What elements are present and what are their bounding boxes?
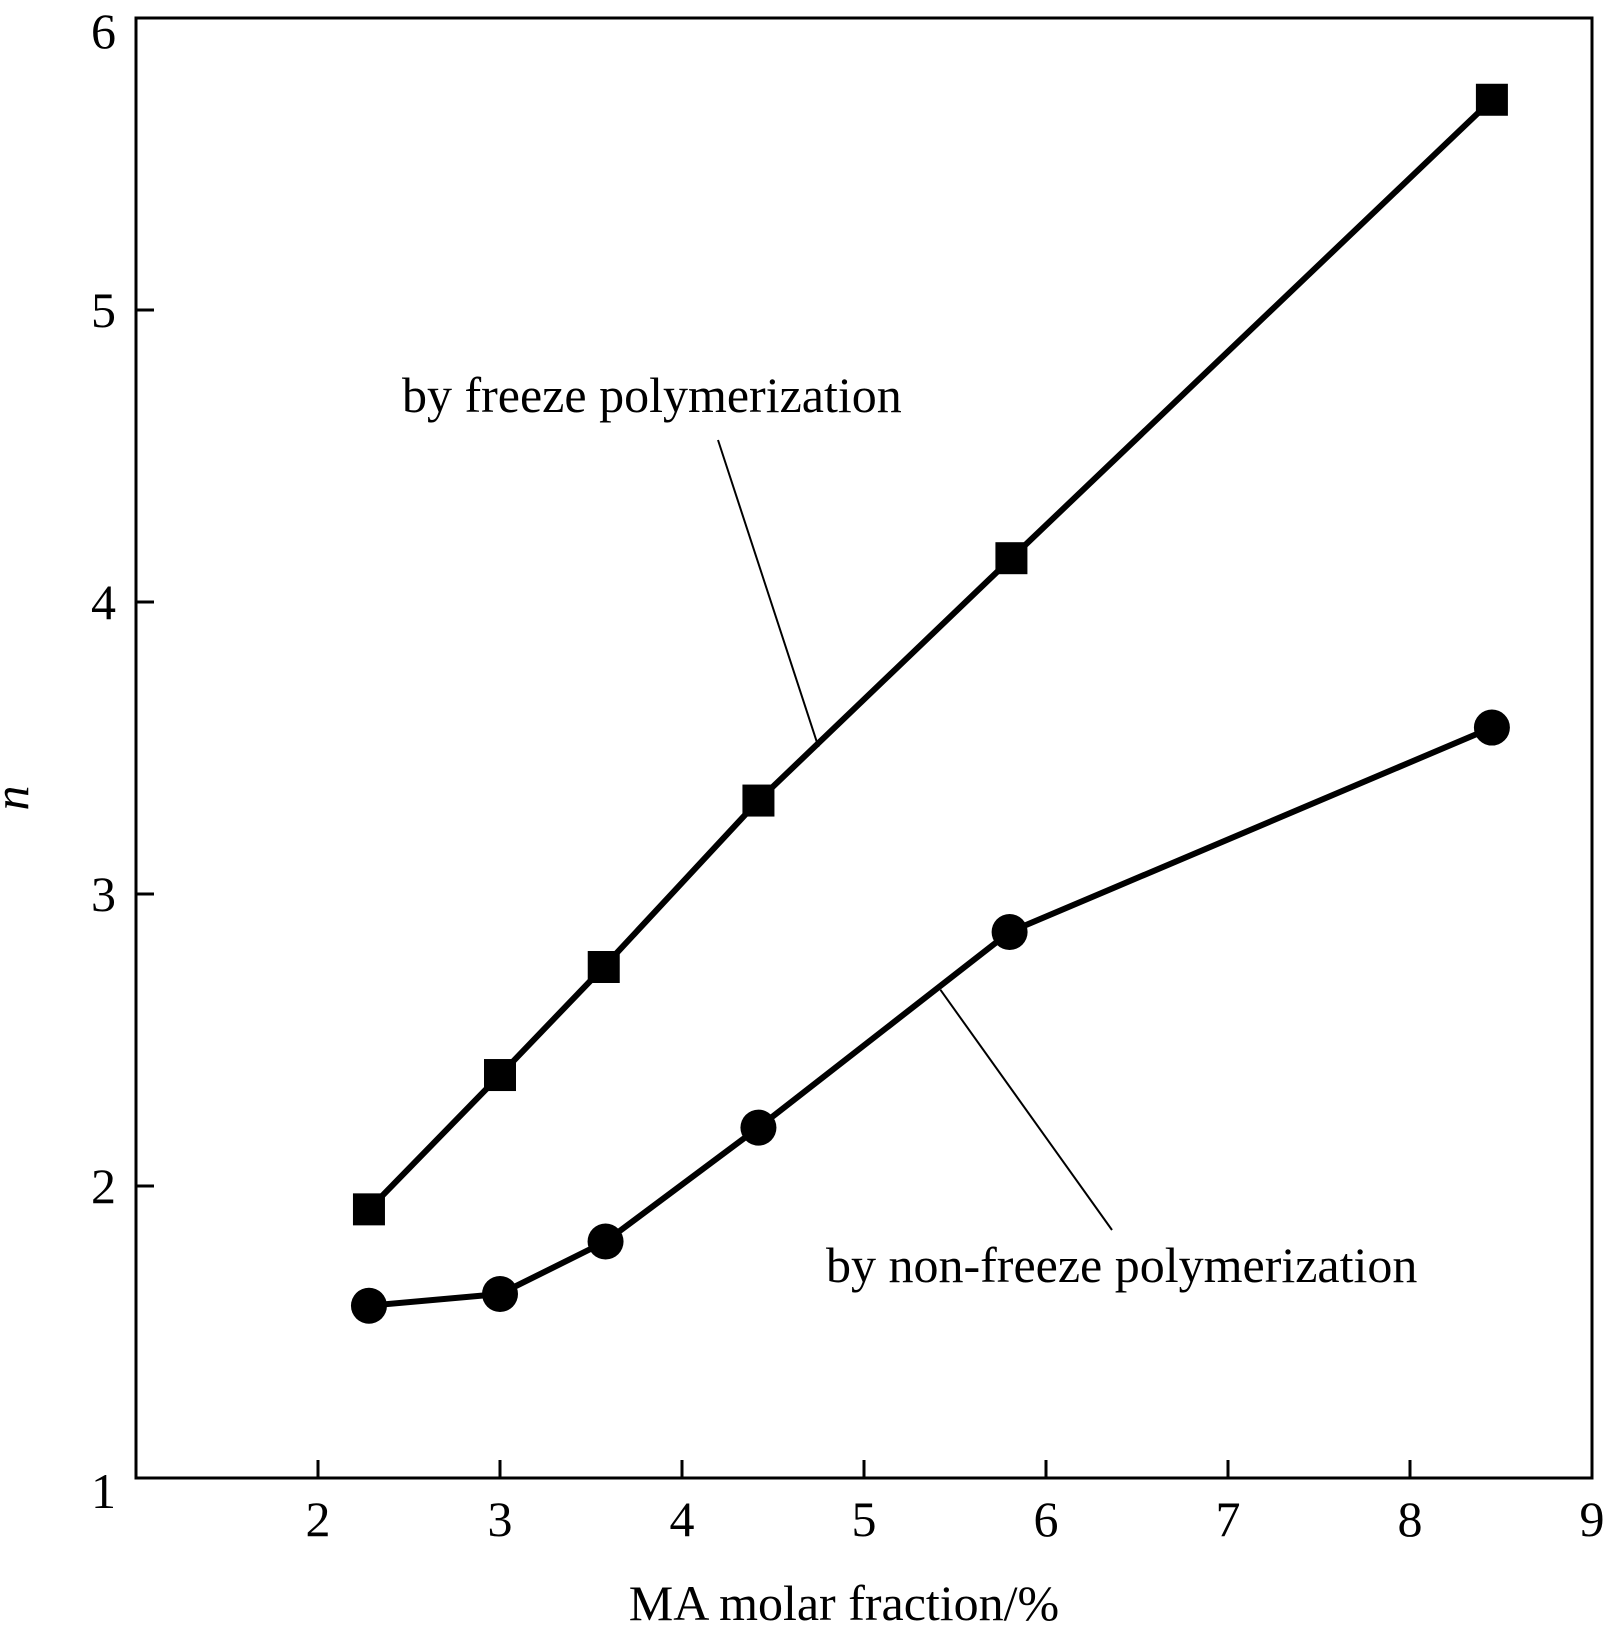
square-marker	[587, 951, 620, 983]
circle-marker	[587, 1223, 624, 1260]
square-marker	[352, 1193, 385, 1226]
annotation-freeze: by freeze polymerization	[402, 367, 902, 423]
tick-labels: 2 3 4 5 6 7 8 9 1 2 3 4 5 6	[91, 3, 1605, 1547]
x-axis-title: MA molar fraction/%	[629, 1575, 1059, 1626]
x-tick-label: 8	[1398, 1491, 1423, 1547]
annotation-leaders	[717, 439, 1113, 1231]
series-lines	[366, 97, 1494, 1309]
y-tick-label: 1	[91, 1463, 116, 1519]
x-tick-label: 2	[306, 1491, 331, 1547]
y-tick-label: 2	[91, 1158, 116, 1214]
y-tick-label: 6	[91, 3, 116, 59]
x-tick-label: 3	[488, 1491, 513, 1547]
y-tick-label: 5	[91, 282, 116, 338]
circle-marker	[1473, 709, 1510, 746]
series-line-1	[368, 724, 1494, 1309]
leader-line-non-freeze	[939, 989, 1113, 1231]
series-markers	[350, 83, 1510, 1324]
x-tick-label: 9	[1580, 1491, 1605, 1547]
circle-marker	[482, 1276, 518, 1313]
x-tick-label: 6	[1034, 1491, 1059, 1547]
annotation-non-freeze: by non-freeze polymerization	[826, 1237, 1417, 1293]
x-tick-label: 4	[670, 1491, 695, 1547]
leader-line-freeze	[717, 439, 820, 748]
series-line-0	[366, 97, 1494, 1212]
square-marker	[484, 1059, 516, 1092]
circle-marker	[740, 1109, 777, 1146]
y-axis-title: n	[0, 786, 39, 811]
circle-marker	[350, 1287, 387, 1324]
circle-marker	[991, 913, 1028, 950]
axis-ticks	[136, 308, 1412, 1478]
square-marker	[742, 784, 775, 817]
square-marker	[1475, 83, 1508, 116]
y-tick-label: 4	[91, 574, 116, 630]
x-tick-label: 7	[1216, 1491, 1241, 1547]
x-tick-label: 5	[852, 1491, 877, 1547]
square-marker	[995, 542, 1028, 575]
y-tick-label: 3	[91, 866, 116, 922]
